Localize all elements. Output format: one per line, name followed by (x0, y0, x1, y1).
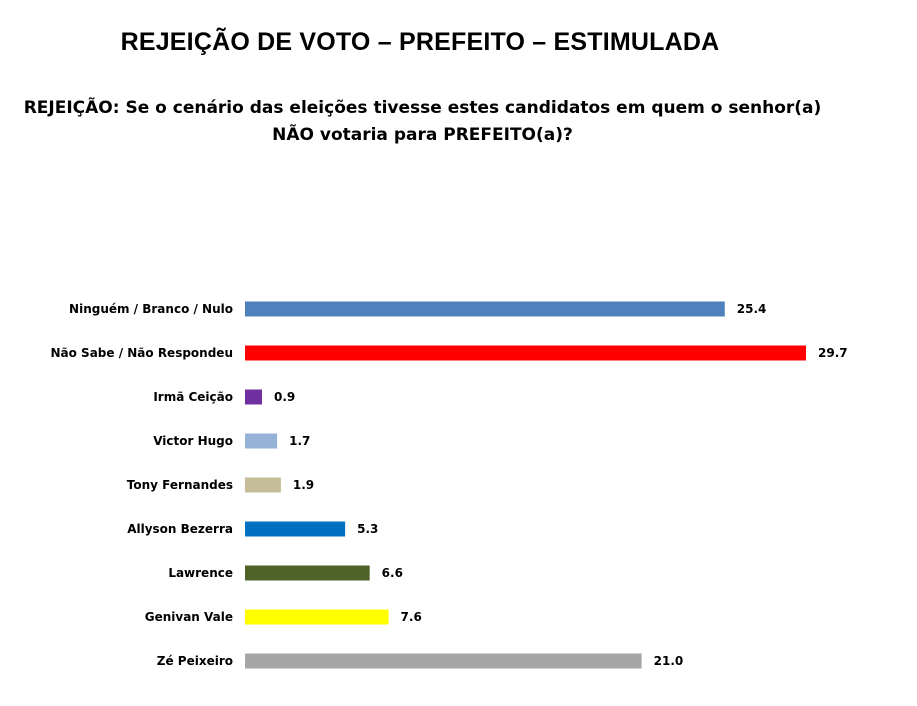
bar (245, 521, 346, 537)
category-label: Tony Fernandes (127, 478, 233, 492)
chart-title: REJEIÇÃO DE VOTO – PREFEITO – ESTIMULADA (120, 28, 720, 56)
chart-subtitle: REJEIÇÃO: Se o cenário das eleições tive… (0, 95, 845, 149)
value-label: 1.7 (289, 434, 310, 448)
value-label: 21.0 (654, 654, 684, 668)
bar-chart: Ninguém / Branco / Nulo 25.4 Não Sabe / Nã… (50, 301, 848, 669)
value-label: 0.9 (274, 390, 295, 404)
subtitle-line-2: NÃO votaria para PREFEITO(a)? (272, 125, 573, 145)
category-label: Genivan Vale (145, 610, 233, 624)
value-label: 29.7 (818, 346, 848, 360)
bar (245, 477, 281, 493)
value-label: 7.6 (401, 610, 422, 624)
subtitle-line-1: REJEIÇÃO: Se o cenário das eleições tive… (23, 98, 822, 118)
bar (245, 301, 725, 317)
category-label: Não Sabe / Não Respondeu (50, 346, 233, 360)
bar (245, 389, 262, 405)
category-label: Irmã Ceição (153, 390, 233, 404)
category-label: Lawrence (168, 566, 233, 580)
value-label: 6.6 (382, 566, 403, 580)
value-label: 5.3 (357, 522, 378, 536)
category-label: Allyson Bezerra (127, 522, 233, 536)
bar (245, 653, 642, 669)
bar (245, 565, 370, 581)
value-label: 1.9 (293, 478, 314, 492)
bar (245, 609, 389, 625)
category-label: Victor Hugo (153, 434, 233, 448)
category-label: Zé Peixeiro (157, 654, 233, 668)
value-label: 25.4 (737, 302, 767, 316)
category-label: Ninguém / Branco / Nulo (69, 302, 233, 316)
bar (245, 433, 278, 449)
bar (245, 345, 806, 361)
